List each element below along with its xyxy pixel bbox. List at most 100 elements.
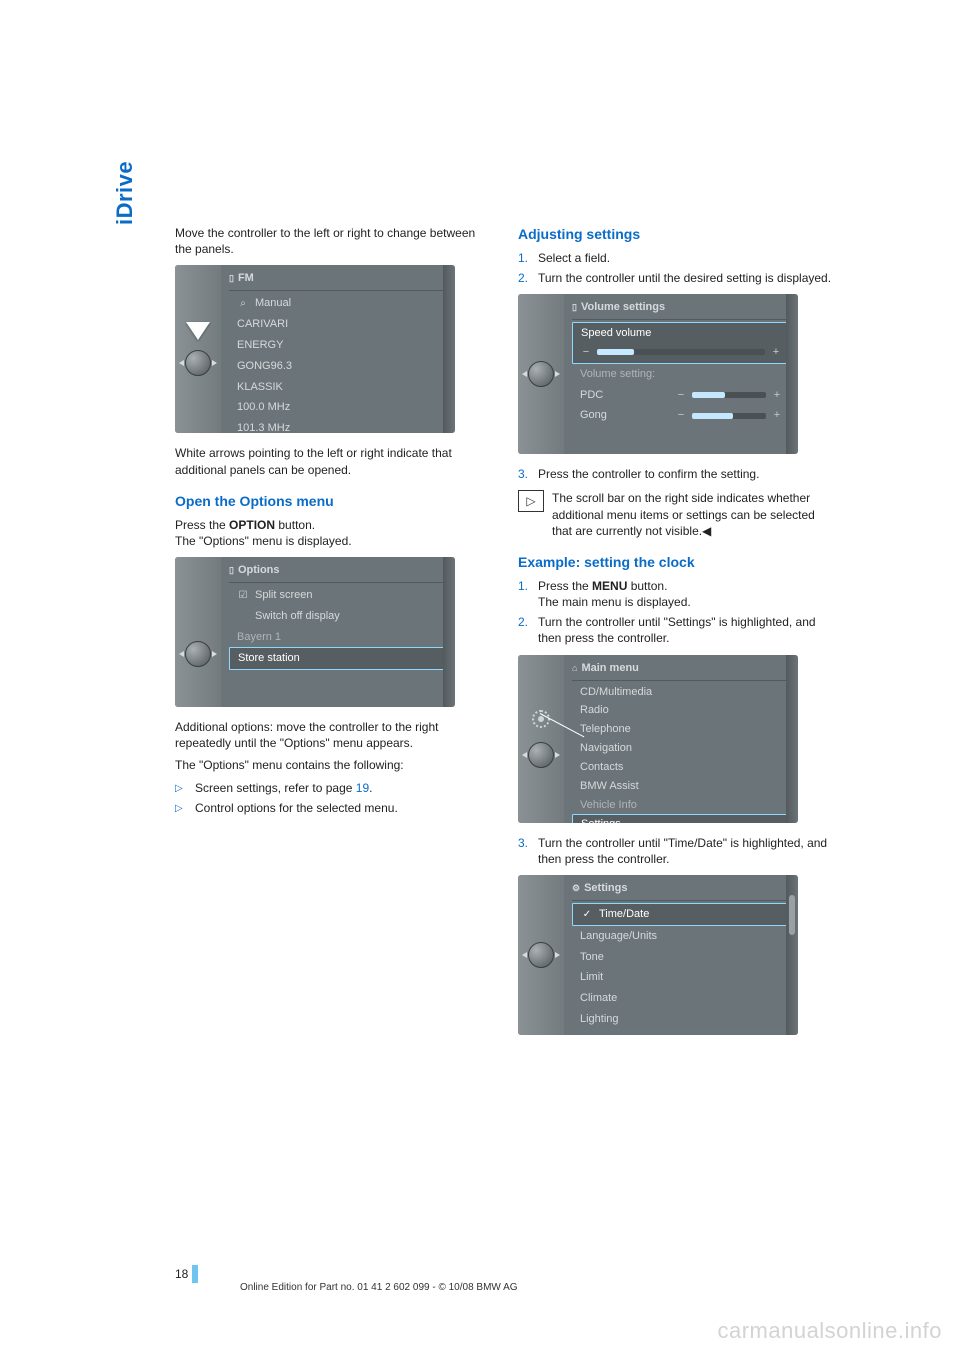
fm-row-5: 100.0 MHz xyxy=(237,400,290,415)
plus-icon: + xyxy=(772,388,782,403)
ex-step-2: Turn the controller until "Settings" is … xyxy=(538,614,835,646)
mm-row-6: Vehicle Info xyxy=(580,798,637,813)
screenshot-volume-settings: ▯Volume settings Speed volume − + Volume… xyxy=(518,294,798,454)
left-intro: Move the controller to the left or right… xyxy=(175,225,492,257)
plus-icon: + xyxy=(771,345,781,360)
minus-icon: − xyxy=(581,345,591,360)
page-content: Move the controller to the left or right… xyxy=(175,225,835,1047)
adj-step-2: Turn the controller until the desired se… xyxy=(538,270,831,286)
heading-open-options: Open the Options menu xyxy=(175,492,492,511)
note-end-icon: ▶ xyxy=(702,523,711,539)
example-steps-12: 1. Press the MENU button. The main menu … xyxy=(518,578,835,647)
gear-icon xyxy=(532,710,550,728)
plus-icon: + xyxy=(772,408,782,423)
open-options-p1: Press the OPTION button. The "Options" m… xyxy=(175,517,492,549)
pdc-label: PDC xyxy=(580,388,670,403)
mm-row-0: CD/Multimedia xyxy=(580,685,652,700)
note-scrollbar: ▷ The scroll bar on the right side indic… xyxy=(518,490,835,539)
mm-row-3: Navigation xyxy=(580,741,632,756)
left-after-shot2a: Additional options: move the controller … xyxy=(175,719,492,751)
footer-line: Online Edition for Part no. 01 41 2 602 … xyxy=(240,1282,518,1293)
adjusting-steps: 1.Select a field. 2.Turn the controller … xyxy=(518,250,835,286)
settings-icon: ▯ xyxy=(572,302,577,312)
controller-knob-icon xyxy=(185,350,211,376)
check-icon: ☑ xyxy=(237,589,249,603)
watermark: carmanualsonline.info xyxy=(717,1318,942,1344)
side-tab-idrive: iDrive xyxy=(112,195,202,225)
mm-row-4: Contacts xyxy=(580,760,623,775)
adjusting-step3: 3.Press the controller to confirm the se… xyxy=(518,466,835,482)
left-after-shot2b: The "Options" menu contains the followin… xyxy=(175,757,492,773)
controller-knob-icon xyxy=(528,942,554,968)
step-num: 1. xyxy=(518,578,538,610)
mm-row-7: Settings xyxy=(581,817,621,822)
gong-label: Gong xyxy=(580,408,670,423)
left-after-shot1: White arrows pointing to the left or rig… xyxy=(175,445,492,477)
minus-icon: − xyxy=(676,408,686,423)
bullet-2: Control options for the selected menu. xyxy=(195,800,398,816)
fm-row-6: 101.3 MHz xyxy=(237,421,290,433)
bullet-icon: ▷ xyxy=(175,780,195,796)
set-row-4: Climate xyxy=(580,991,617,1006)
mm-row-2: Telephone xyxy=(580,722,631,737)
step-num: 1. xyxy=(518,250,538,266)
set-row-0: Time/Date xyxy=(599,907,649,922)
note-triangle-icon: ▷ xyxy=(518,490,544,512)
gong-slider xyxy=(692,413,766,419)
shot-settings-title: ⚙Settings xyxy=(572,879,790,901)
screenshot-settings-menu: ⚙Settings ✓ Time/Date Language/Units Tone… xyxy=(518,875,798,1035)
ex-step-1: Press the MENU button. The main menu is … xyxy=(538,578,691,610)
step-num: 3. xyxy=(518,835,538,867)
right-column: Adjusting settings 1.Select a field. 2.T… xyxy=(518,225,835,1047)
options-row-store: Store station xyxy=(238,651,300,666)
menu-icon: ▯ xyxy=(229,565,234,575)
page-accent-bar xyxy=(192,1265,198,1283)
example-step-3: 3.Turn the controller until "Time/Date" … xyxy=(518,835,835,867)
options-row-bayern: Bayern 1 xyxy=(237,630,281,645)
controller-knob-icon xyxy=(528,361,554,387)
left-column: Move the controller to the left or right… xyxy=(175,225,492,1047)
step-num: 2. xyxy=(518,614,538,646)
set-row-6: Door locks xyxy=(580,1033,632,1035)
set-row-1: Language/Units xyxy=(580,929,657,944)
step-num: 3. xyxy=(518,466,538,482)
screenshot-fm-panel: ▯FM ⌕Manual CARIVARI ENERGY GONG96.3 KLA… xyxy=(175,265,455,433)
page-number: 18 xyxy=(175,1265,198,1283)
set-row-2: Tone xyxy=(580,950,604,965)
volume-setting-section: Volume setting: xyxy=(580,367,655,382)
check-icon: ✓ xyxy=(581,908,593,922)
page-link-19[interactable]: 19 xyxy=(356,781,369,795)
search-icon: ⌕ xyxy=(237,297,249,311)
fm-row-4: KLASSIK xyxy=(237,380,283,395)
bullet-icon: ▷ xyxy=(175,800,195,816)
heading-adjusting: Adjusting settings xyxy=(518,225,835,244)
set-row-3: Limit xyxy=(580,970,603,985)
shot-mainmenu-title: ⌂Main menu xyxy=(572,659,790,681)
screenshot-options-menu: ▯Options ☑ Split screen Switch off displa… xyxy=(175,557,455,707)
step-num: 2. xyxy=(518,270,538,286)
controller-knob-icon xyxy=(528,742,554,768)
ex-step-3: Turn the controller until "Time/Date" is… xyxy=(538,835,835,867)
options-row-switchoff: Switch off display xyxy=(255,609,340,624)
mm-row-1: Radio xyxy=(580,703,609,718)
shot-fm-title: ▯FM xyxy=(229,269,447,291)
set-row-5: Lighting xyxy=(580,1012,619,1027)
minus-icon: − xyxy=(676,388,686,403)
home-icon: ⌂ xyxy=(572,663,577,673)
shot-options-title: ▯Options xyxy=(229,561,447,583)
controller-knob-icon xyxy=(185,641,211,667)
speed-volume-label: Speed volume xyxy=(581,326,781,341)
pdc-slider xyxy=(692,392,766,398)
radio-icon: ▯ xyxy=(229,273,234,283)
bullet-1: Screen settings, refer to page 19. xyxy=(195,780,372,796)
fm-row-manual: Manual xyxy=(255,296,291,311)
options-row-split: Split screen xyxy=(255,588,312,603)
options-bullets: ▷ Screen settings, refer to page 19. ▷ C… xyxy=(175,780,492,816)
fm-row-2: ENERGY xyxy=(237,338,283,353)
arrow-down-icon xyxy=(186,322,210,340)
speed-volume-slider xyxy=(597,349,765,355)
gear-small-icon: ⚙ xyxy=(572,883,580,893)
heading-example-clock: Example: setting the clock xyxy=(518,553,835,572)
adj-step-1: Select a field. xyxy=(538,250,610,266)
adj-step-3: Press the controller to confirm the sett… xyxy=(538,466,759,482)
